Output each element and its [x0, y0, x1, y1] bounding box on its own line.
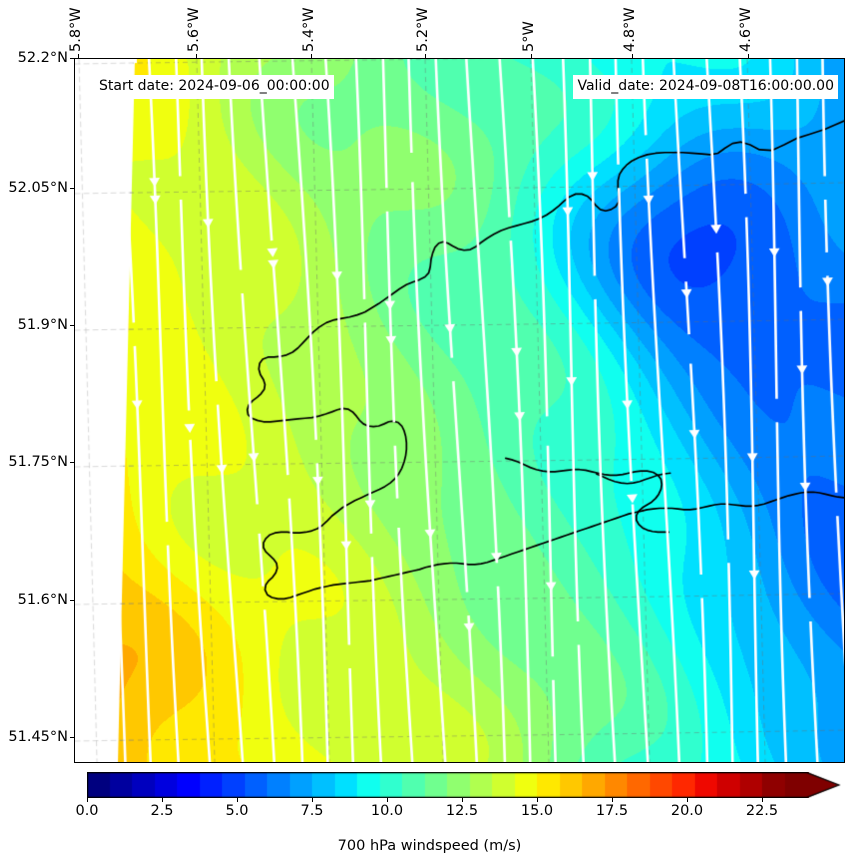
colorbar-tick-label: 20.0 — [670, 803, 704, 819]
colorbar-gradient — [87, 772, 841, 798]
colorbar-tick-mark — [387, 798, 388, 802]
colorbar-tick-mark — [312, 798, 313, 802]
colorbar-tick-label: 17.5 — [595, 803, 629, 819]
y-tick-label: 51.75°N — [8, 454, 68, 470]
colorbar-tick-label: 22.5 — [745, 803, 779, 819]
colorbar-tick-label: 10.0 — [370, 803, 404, 819]
x-tick-mark — [78, 54, 79, 58]
x-tick-mark — [632, 54, 633, 58]
x-axis-tick-labels: 5.8°W 5.6°W 5.4°W 5.2°W 5°W 4.8°W 4.6°W — [0, 0, 859, 58]
y-tick-label: 51.9°N — [17, 317, 68, 333]
x-tick-mark — [311, 54, 312, 58]
x-tick-mark — [531, 54, 532, 58]
x-tick-mark — [425, 54, 426, 58]
valid-date-annotation: Valid_date: 2024-09-08T16:00:00.00 — [573, 75, 838, 99]
y-tick-mark — [70, 462, 74, 463]
y-tick-label: 51.6°N — [17, 592, 68, 608]
y-tick-mark — [70, 737, 74, 738]
colorbar-tick-label: 15.0 — [520, 803, 554, 819]
y-tick-label: 51.45°N — [8, 729, 68, 745]
x-tick-label: 5°W — [521, 21, 537, 52]
colorbar-tick-label: 0.0 — [75, 803, 99, 819]
x-tick-mark — [196, 54, 197, 58]
y-tick-mark — [70, 325, 74, 326]
colorbar-tick-labels: 0.0 2.5 5.0 7.5 10.0 12.5 15.0 17.5 20.0 22.5 — [0, 798, 859, 824]
y-tick-mark — [70, 600, 74, 601]
colorbar-tick-label: 5.0 — [225, 803, 249, 819]
colorbar-tick-mark — [537, 798, 538, 802]
colorbar-tick-mark — [687, 798, 688, 802]
colorbar-tick-mark — [612, 798, 613, 802]
x-tick-label: 4.6°W — [738, 7, 754, 52]
x-tick-label: 5.8°W — [68, 7, 84, 52]
x-tick-label: 5.6°W — [186, 7, 202, 52]
y-tick-mark — [70, 58, 74, 59]
x-tick-mark — [748, 54, 749, 58]
colorbar-tick-mark — [237, 798, 238, 802]
colorbar-tick-label: 2.5 — [150, 803, 174, 819]
colorbar[interactable] — [87, 772, 841, 798]
colorbar-tick-mark — [762, 798, 763, 802]
start-date-annotation: Start date: 2024-09-06_00:00:00 — [95, 75, 334, 99]
colorbar-axis-label: 700 hPa windspeed (m/s) — [337, 838, 522, 854]
windspeed-contour-field — [75, 59, 844, 762]
y-tick-label: 52.05°N — [8, 180, 68, 196]
y-tick-mark — [70, 188, 74, 189]
colorbar-tick-mark — [462, 798, 463, 802]
colorbar-tick-mark — [87, 798, 88, 802]
colorbar-tick-label: 7.5 — [300, 803, 324, 819]
map-plot-area[interactable]: Start date: 2024-09-06_00:00:00 Valid_da… — [74, 58, 845, 763]
colorbar-tick-label: 12.5 — [445, 803, 479, 819]
y-tick-label: 52.2°N — [17, 50, 68, 66]
colorbar-tick-mark — [162, 798, 163, 802]
x-tick-label: 4.8°W — [622, 7, 638, 52]
x-tick-label: 5.2°W — [415, 7, 431, 52]
x-tick-label: 5.4°W — [301, 7, 317, 52]
